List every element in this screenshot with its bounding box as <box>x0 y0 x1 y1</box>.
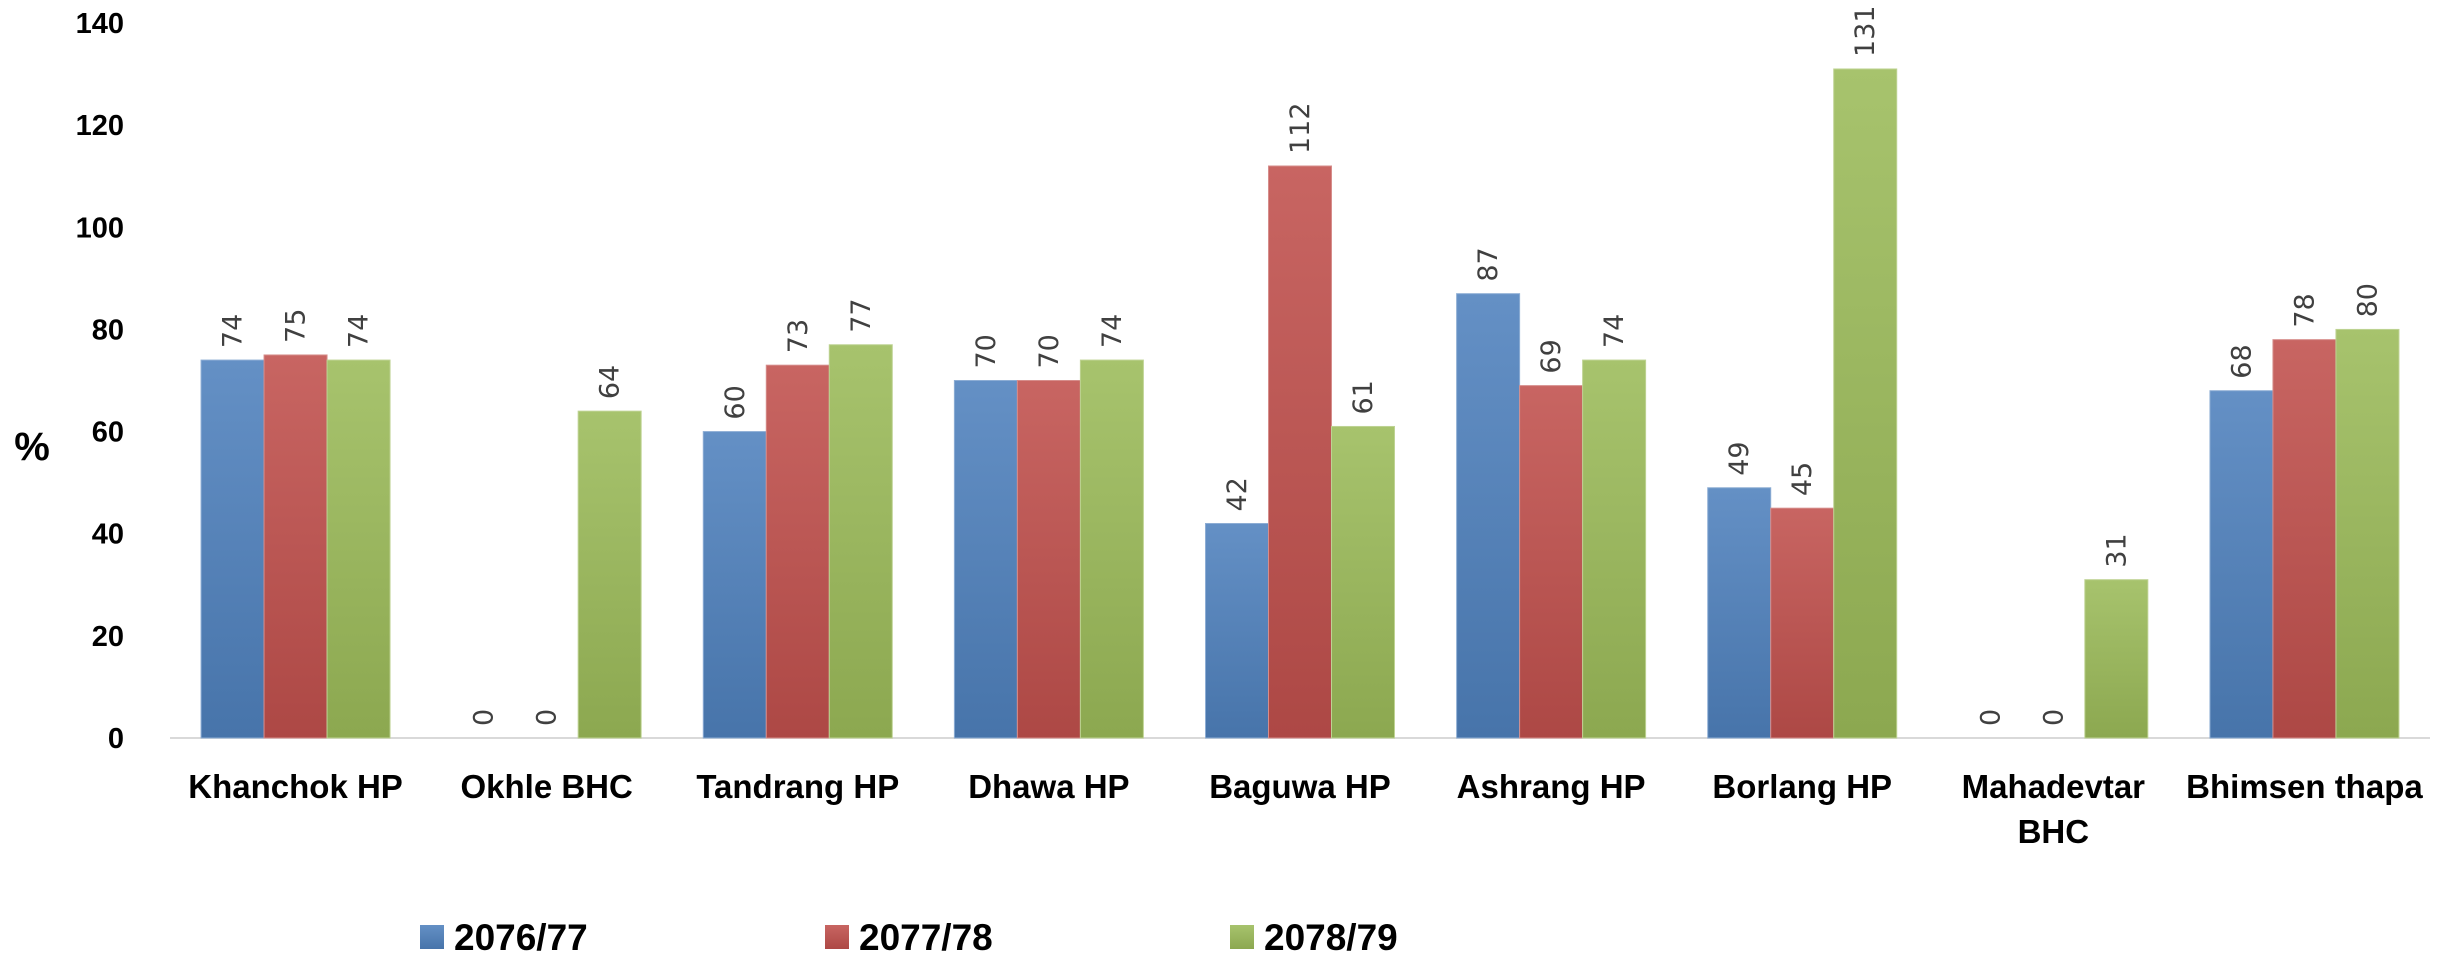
data-label: 74 <box>344 314 375 348</box>
category-label: Ashrang HP <box>1457 768 1646 805</box>
bar <box>2209 390 2274 739</box>
data-label: 64 <box>595 365 626 399</box>
data-label: 70 <box>1034 334 1065 368</box>
y-tick-label: 0 <box>108 723 124 755</box>
bar <box>1519 385 1584 739</box>
legend-swatch <box>420 925 444 949</box>
data-label: 42 <box>1222 477 1253 511</box>
bar <box>1770 507 1835 739</box>
data-label: 69 <box>1536 339 1567 373</box>
data-label: 0 <box>469 709 500 726</box>
category-label: Mahadevtar <box>1962 768 2146 805</box>
y-tick-label: 80 <box>92 314 124 346</box>
data-label: 77 <box>846 298 877 332</box>
category-label: Dhawa HP <box>968 768 1129 805</box>
category-label: Tandrang HP <box>696 768 899 805</box>
bar <box>1079 359 1144 739</box>
bars <box>200 68 2400 739</box>
bar <box>1707 487 1772 739</box>
bar <box>200 359 265 739</box>
category-label: Khanchok HP <box>188 768 403 805</box>
bar <box>1016 380 1081 739</box>
data-label: 75 <box>281 309 312 343</box>
bar <box>577 410 642 739</box>
data-labels: 74 75 74 0 0 64 60 73 77 70 70 74 42 112 61 87 69 74 49 45 1… <box>218 5 2384 726</box>
bar <box>2335 328 2400 739</box>
bar <box>326 359 391 739</box>
legend-label: 2076/77 <box>454 917 588 958</box>
y-tick-label: 40 <box>92 519 124 551</box>
bar <box>953 380 1018 739</box>
bar <box>1582 359 1647 739</box>
bar <box>828 344 893 739</box>
legend-label: 2078/79 <box>1264 917 1398 958</box>
data-label: 78 <box>2289 293 2320 327</box>
data-label: 45 <box>1787 462 1818 496</box>
y-tick-label: 100 <box>76 212 124 244</box>
y-tick-label: 120 <box>76 110 124 142</box>
category-label: Bhimsen thapa <box>2186 768 2423 805</box>
legend-swatch <box>825 925 849 949</box>
data-label: 0 <box>1975 709 2006 726</box>
bar <box>1833 68 1898 739</box>
data-label: 70 <box>971 334 1002 368</box>
bar <box>1456 293 1521 739</box>
data-label: 74 <box>218 314 249 348</box>
bar <box>765 364 830 739</box>
data-label: 0 <box>2038 709 2069 726</box>
category-label: BHC <box>2018 813 2090 850</box>
bar <box>1268 165 1332 739</box>
data-label: 68 <box>2226 344 2257 378</box>
data-label: 87 <box>1473 247 1504 281</box>
legend: 2076/77 2077/78 2078/79 <box>420 917 1398 958</box>
x-axis: Khanchok HP Okhle BHC Tandrang HP Dhawa HP B… <box>188 768 2423 850</box>
bar <box>263 354 328 739</box>
data-label: 73 <box>783 319 814 353</box>
data-label: 60 <box>720 385 751 419</box>
bar <box>2084 579 2149 739</box>
y-axis: 0 20 40 60 80 100 120 140 <box>76 8 124 755</box>
bar <box>702 431 767 739</box>
legend-swatch <box>1230 925 1254 949</box>
bar <box>1205 523 1269 739</box>
y-tick-label: 140 <box>76 8 124 40</box>
bar <box>1331 425 1395 739</box>
y-tick-label: 60 <box>92 417 124 449</box>
data-label: 31 <box>2101 533 2132 567</box>
data-label: 61 <box>1348 380 1379 414</box>
data-label: 49 <box>1724 441 1755 475</box>
data-label: 74 <box>1599 314 1630 348</box>
y-axis-label: % <box>14 425 50 469</box>
data-label: 80 <box>2352 283 2383 317</box>
data-label: 74 <box>1097 314 1128 348</box>
data-label: 131 <box>1850 5 1881 57</box>
data-label: 112 <box>1285 102 1316 154</box>
category-label: Borlang HP <box>1712 768 1892 805</box>
y-tick-label: 20 <box>92 621 124 653</box>
category-label: Okhle BHC <box>460 768 632 805</box>
data-label: 0 <box>532 709 563 726</box>
category-label: Baguwa HP <box>1209 768 1391 805</box>
bar <box>2272 339 2337 739</box>
legend-label: 2077/78 <box>859 917 993 958</box>
